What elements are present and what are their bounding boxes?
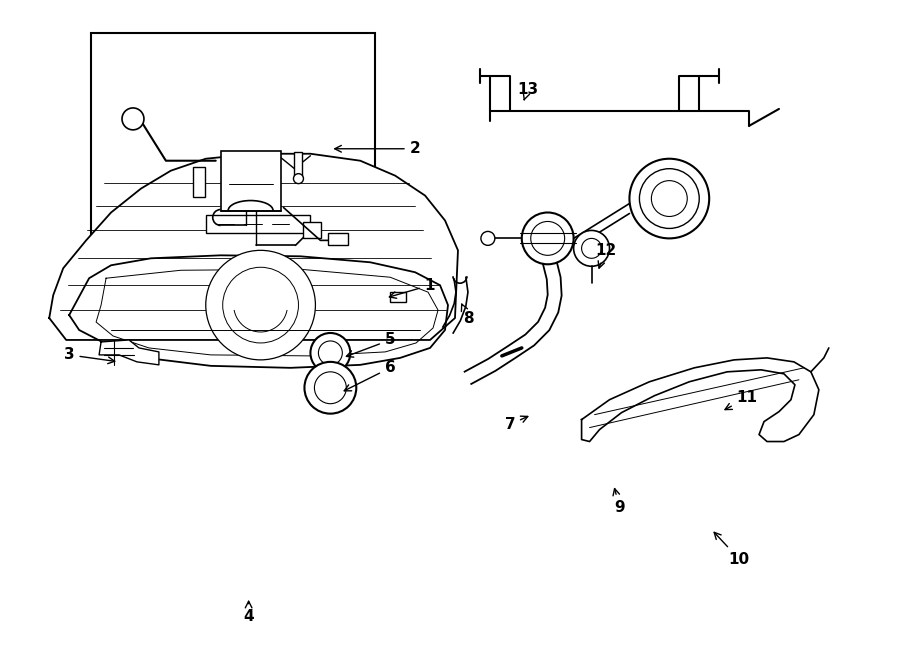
Text: 1: 1 [390,278,436,298]
Text: 6: 6 [344,360,396,391]
Circle shape [629,159,709,239]
Circle shape [314,372,346,404]
Circle shape [293,174,303,184]
Text: 3: 3 [64,348,114,364]
Circle shape [310,333,350,373]
Bar [391,292,406,302]
Circle shape [122,108,144,130]
Text: 11: 11 [725,390,758,410]
Circle shape [639,169,699,229]
Circle shape [652,180,688,217]
Bar [193,167,205,196]
Text: 12: 12 [595,243,616,268]
Polygon shape [99,340,159,365]
Circle shape [304,362,356,414]
Text: 13: 13 [518,81,538,100]
Text: 9: 9 [613,488,625,515]
Bar [91,33,375,262]
Polygon shape [581,358,819,442]
Polygon shape [50,154,458,340]
Bar [328,233,348,245]
Text: 10: 10 [714,532,750,566]
Circle shape [581,239,601,258]
Bar [294,152,302,176]
Circle shape [319,341,342,365]
Circle shape [206,251,315,360]
Circle shape [522,212,573,264]
Text: 4: 4 [243,602,254,624]
Bar [303,223,321,239]
Text: 7: 7 [505,416,527,432]
Text: 8: 8 [462,304,473,326]
Text: 2: 2 [335,141,420,156]
Circle shape [481,231,495,245]
Text: 5: 5 [346,332,395,357]
Bar [206,215,310,233]
Bar [220,151,281,210]
Circle shape [573,231,609,266]
Circle shape [222,267,299,343]
Polygon shape [69,255,448,368]
Circle shape [531,221,564,255]
